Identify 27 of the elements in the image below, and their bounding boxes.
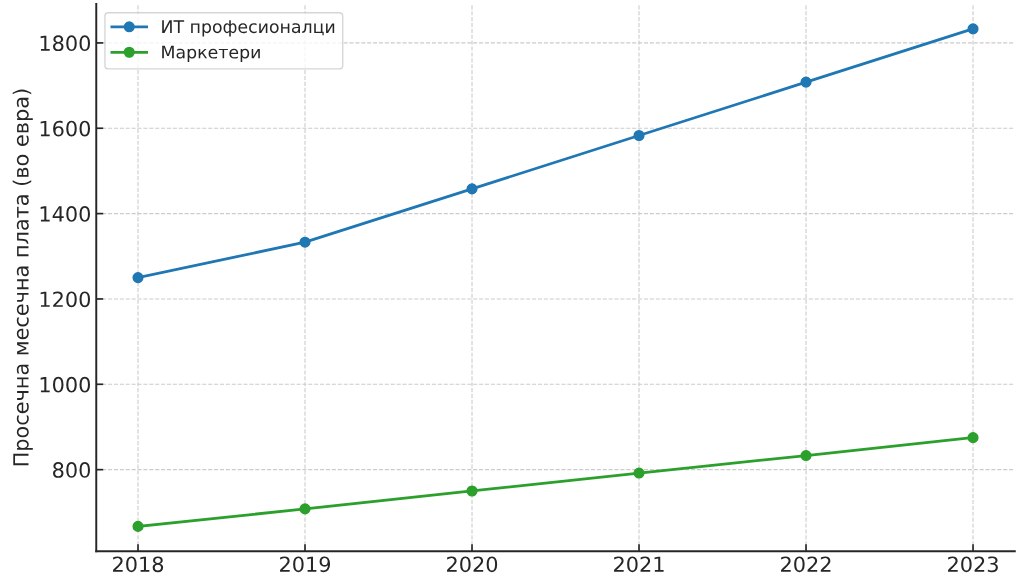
legend-label: ИТ професионалци [162, 20, 335, 37]
x-tick-label: 2019 [280, 556, 331, 573]
x-tick-label: 2022 [781, 556, 831, 573]
point [299, 503, 311, 515]
x-tick-label: 2020 [447, 556, 498, 573]
y-tick-label: 1600 [40, 120, 91, 137]
point [466, 485, 478, 497]
y-tick-label: 800 [53, 462, 91, 478]
point [299, 236, 311, 248]
y-tick-label: 1400 [40, 206, 91, 222]
x-tick-label: 2018 [113, 556, 164, 573]
y-tick-label: 1800 [40, 35, 91, 52]
point [800, 76, 812, 88]
point [466, 183, 478, 195]
x-tick-label: 2023 [948, 556, 998, 573]
point [633, 129, 645, 142]
legend-label: Маркетери [162, 45, 260, 62]
y-tick-label: 1200 [40, 291, 91, 308]
point [132, 520, 144, 532]
point [800, 450, 812, 462]
y-tick-label: 1000 [40, 376, 91, 393]
point [967, 432, 979, 444]
y-axis-title: Просечна месечна плата (во евра) [12, 89, 33, 466]
point [633, 467, 645, 479]
x-tick-label: 2021 [614, 556, 664, 573]
point [132, 272, 144, 284]
point [967, 23, 979, 35]
